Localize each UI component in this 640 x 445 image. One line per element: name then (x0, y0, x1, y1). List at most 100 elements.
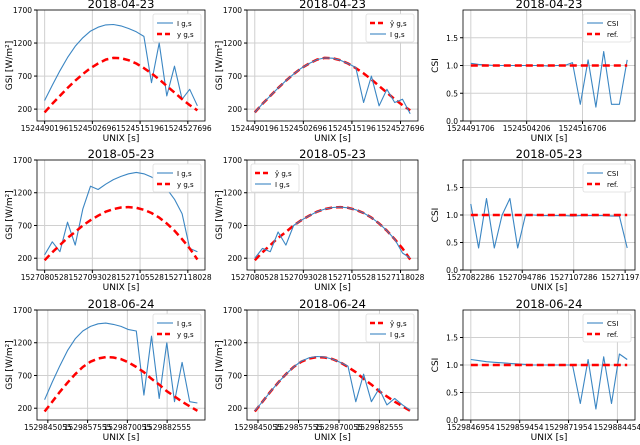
x-tick-label: 1529857555 (275, 423, 323, 432)
x-tick-label: 1529884454 (594, 423, 640, 432)
y-axis-label: CSI (431, 358, 441, 373)
y-tick-label: 0.0 (446, 117, 458, 126)
legend-label: I g,s (177, 20, 192, 28)
y-tick-label: 1200 (13, 339, 32, 348)
y-tick-label: 1200 (13, 39, 32, 48)
subplot-title: 2018-04-23 (88, 0, 155, 11)
legend-label: I g,s (390, 331, 405, 339)
legend-label: y g,s (177, 31, 194, 39)
legend: CSI ref. (582, 13, 632, 43)
x-axis-label: UNIX [s] (314, 283, 351, 293)
x-axis-label: UNIX [s] (531, 283, 568, 293)
measured-series-line (44, 23, 198, 107)
subplot: 1527080528 1527093028 1527105528 1527118028… (215, 147, 425, 293)
y-tick-label: 200 (18, 105, 33, 114)
legend: ŷ g,s I g,s (250, 163, 300, 193)
measured-series-line (254, 57, 411, 114)
y-tick-label: 1.0 (446, 62, 458, 71)
legend-label: ŷ g,s (275, 170, 292, 178)
y-tick-label: 0.0 (446, 416, 458, 425)
x-tick-label: 1529845055 (234, 423, 282, 432)
y-axis-label: GSI [W/m²] (215, 190, 225, 240)
subplot: 1524490196 1524502696 1524515196 1524527696… (215, 0, 425, 144)
axes-frame (246, 309, 419, 421)
x-tick-label: 1524491706 (447, 124, 495, 133)
legend-label: y g,s (177, 181, 194, 189)
x-tick-label: 1527105528 (328, 273, 376, 282)
x-axis-label: UNIX [s] (103, 134, 140, 144)
y-tick-label: 1700 (13, 156, 32, 165)
x-tick-label: 1527119786 (601, 273, 640, 282)
x-tick-label: 1529870055 (315, 423, 363, 432)
y-axis-label: GSI [W/m²] (5, 340, 15, 390)
legend: ŷ g,s I g,s (365, 313, 415, 343)
y-axis-label: CSI (431, 58, 441, 73)
x-tick-label: 1524502696 (279, 124, 327, 133)
x-tick-label: 1524490196 (21, 124, 69, 133)
y-tick-label: 1200 (13, 189, 32, 198)
y-axis-label: GSI [W/m²] (5, 41, 15, 91)
x-tick-label: 1529882555 (356, 423, 404, 432)
y-tick-label: 700 (228, 72, 243, 81)
x-tick-label: 1529857555 (64, 423, 112, 432)
y-tick-label: 200 (228, 105, 243, 114)
subplot: 1529846954 1529859454 1529871954 1529884454… (431, 297, 640, 443)
x-tick-label: 1527107286 (550, 273, 598, 282)
axes-frame (246, 159, 419, 271)
y-tick-label: 1200 (223, 189, 242, 198)
y-tick-label: 700 (228, 371, 243, 380)
y-tick-label: 1700 (13, 6, 32, 15)
y-tick-label: 1.5 (446, 184, 458, 193)
legend-label: I g,s (275, 181, 290, 189)
axes-frame (36, 309, 206, 421)
x-axis-label: UNIX [s] (531, 433, 568, 441)
x-tick-label: 1527093028 (279, 273, 327, 282)
x-tick-label: 1529859454 (496, 423, 544, 432)
y-axis-label: CSI (431, 208, 441, 223)
legend-label: y g,s (177, 331, 194, 339)
y-tick-label: 700 (228, 221, 243, 230)
x-tick-label: 1529845055 (24, 423, 72, 432)
legend-label: I g,s (390, 31, 405, 39)
y-axis-label: GSI [W/m²] (5, 190, 15, 240)
x-axis-label: UNIX [s] (314, 433, 351, 441)
y-tick-label: 700 (18, 72, 33, 81)
y-tick-label: 1700 (223, 6, 242, 15)
subplot: 1527080528 1527093028 1527105528 1527118028… (5, 147, 212, 293)
y-axis-label: GSI [W/m²] (215, 340, 225, 390)
x-tick-label: 1524516706 (559, 124, 607, 133)
y-axis-label: GSI [W/m²] (215, 41, 225, 91)
measured-series-line (44, 322, 198, 404)
legend: I g,s y g,s (152, 313, 202, 343)
x-tick-label: 1524515196 (116, 124, 164, 133)
x-tick-label: 1524490196 (231, 124, 279, 133)
y-tick-label: 0.5 (446, 89, 458, 98)
y-tick-label: 700 (18, 371, 33, 380)
y-tick-label: 700 (18, 221, 33, 230)
axes-frame (36, 9, 206, 122)
legend-label: ref. (607, 331, 618, 339)
y-tick-label: 200 (18, 254, 33, 263)
axes-frame (462, 309, 636, 421)
legend: CSI ref. (582, 163, 632, 193)
x-tick-label: 1527118028 (377, 273, 425, 282)
x-tick-label: 1524527696 (377, 124, 425, 133)
measured-series-line (44, 171, 198, 256)
subplot-title: 2018-06-24 (516, 297, 583, 311)
x-tick-label: 1527094786 (498, 273, 546, 282)
axes-frame (462, 9, 636, 122)
x-axis-label: UNIX [s] (103, 283, 140, 293)
x-tick-label: 1527082286 (447, 273, 495, 282)
y-tick-label: 0.0 (446, 266, 458, 275)
y-tick-label: 1.0 (446, 211, 458, 220)
subplot: 1524490196 1524502696 1524515196 1524527696… (5, 0, 212, 144)
x-tick-label: 1524515196 (328, 124, 376, 133)
x-tick-label: 1527118028 (164, 273, 212, 282)
x-tick-label: 1527093028 (69, 273, 117, 282)
subplot-title: 2018-05-23 (516, 147, 583, 161)
y-tick-label: 1.0 (446, 361, 458, 370)
y-tick-label: 200 (228, 254, 243, 263)
legend-box (250, 163, 300, 193)
